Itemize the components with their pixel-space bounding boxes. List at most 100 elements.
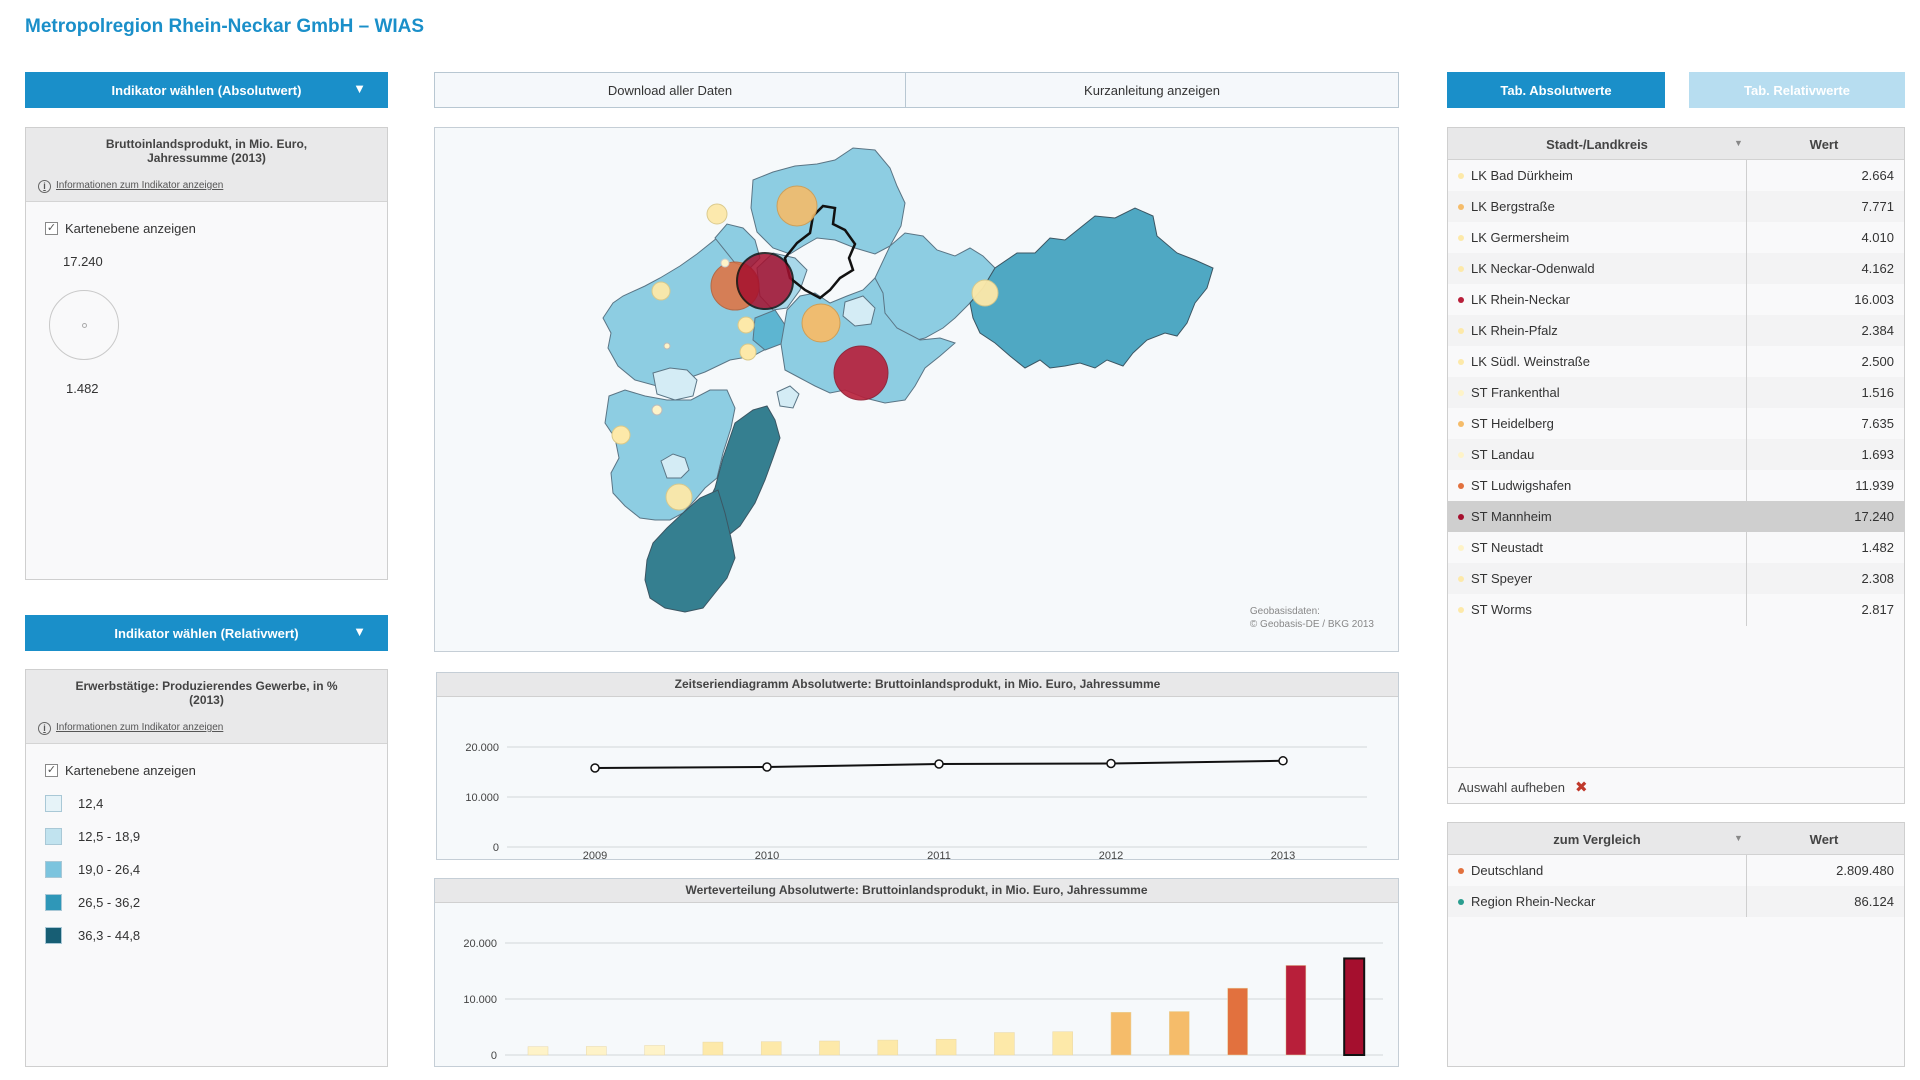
line-chart-point[interactable] — [590, 763, 600, 773]
table-row[interactable]: LK Bergstraße 7.771 — [1448, 191, 1904, 222]
table-row[interactable]: ST Speyer 2.308 — [1448, 563, 1904, 594]
indicator-rel-info-link[interactable]: i Informationen zum Indikator anzeigen — [38, 721, 223, 735]
line-chart-point[interactable] — [1106, 758, 1116, 769]
line-chart-point[interactable] — [934, 759, 944, 769]
map-district-bergstrasse — [750, 147, 906, 255]
bar-chart-bar[interactable] — [644, 1045, 665, 1056]
column-header-value[interactable]: Wert — [1809, 137, 1839, 152]
compare-header-value[interactable]: Wert — [1809, 832, 1839, 847]
bar-chart-bar[interactable] — [1110, 1011, 1132, 1056]
row-name: ST Worms — [1471, 602, 1532, 617]
indicator-abs-info-link[interactable]: i Informationen zum Indikator anzeigen — [38, 179, 223, 193]
row-value: 11.939 — [1855, 478, 1894, 493]
color-bullet-icon — [1458, 868, 1464, 874]
bar-chart-bar[interactable] — [527, 1046, 549, 1056]
layer-toggle-rel[interactable]: ✓ Kartenebene anzeigen — [45, 763, 196, 778]
bar-chart-bar[interactable] — [760, 1041, 782, 1056]
compare-body: Deutschland 2.809.480 Region Rhein-Neckar 8… — [1448, 855, 1904, 917]
legend-swatch — [45, 795, 62, 812]
row-name: LK Rhein-Neckar — [1471, 292, 1570, 307]
table-row[interactable]: ST Worms 2.817 — [1448, 594, 1904, 625]
distribution-chart-title: Werteverteilung Absolutwerte: Bruttoinla… — [435, 879, 1398, 903]
tab-relative[interactable]: Tab. Relativwerte — [1689, 72, 1905, 108]
map-district-landau — [660, 453, 690, 479]
bar-chart-bar[interactable] — [877, 1039, 899, 1056]
table-row[interactable]: LK Rhein-Neckar 16.003 — [1448, 284, 1904, 315]
distribution-chart-panel: Werteverteilung Absolutwerte: Bruttoinla… — [434, 878, 1399, 1067]
color-bullet-icon — [1458, 514, 1464, 520]
timeseries-chart[interactable]: 20.000 10.000 0 2009 2010 2011 2012 2013 — [437, 697, 1398, 862]
tab-absolute[interactable]: Tab. Absolutwerte — [1447, 72, 1665, 108]
table-row[interactable]: LK Bad Dürkheim 2.664 — [1448, 160, 1904, 191]
close-icon: ✖ — [1574, 779, 1588, 796]
bar-chart-bar[interactable] — [819, 1040, 840, 1056]
bar-chart-bar[interactable] — [1227, 987, 1248, 1056]
table-row[interactable]: ST Heidelberg 7.635 — [1448, 408, 1904, 439]
bar-chart-bar[interactable] — [1052, 1031, 1073, 1056]
legend-class-label: 19,0 - 26,4 — [78, 862, 141, 877]
row-name: LK Neckar-Odenwald — [1471, 261, 1595, 276]
compare-header-name[interactable]: zum Vergleich — [1553, 832, 1641, 847]
legend-class-label: 12,4 — [78, 796, 104, 811]
table-row[interactable]: ST Ludwigshafen 11.939 — [1448, 470, 1904, 501]
table-row[interactable]: ST Frankenthal 1.516 — [1448, 377, 1904, 408]
guide-button[interactable]: Kurzanleitung anzeigen — [905, 72, 1399, 108]
layer-toggle-abs[interactable]: ✓ Kartenebene anzeigen — [45, 221, 196, 236]
indicator-rel-button[interactable]: Indikator wählen (Relativwert) ▼ — [25, 615, 388, 651]
row-value: 2.308 — [1861, 571, 1894, 586]
values-table: Stadt-/Landkreis ▼ Wert LK Bad Dürkheim 2… — [1447, 127, 1905, 804]
sort-caret-icon[interactable]: ▼ — [1734, 138, 1743, 148]
compare-row[interactable]: Deutschland 2.809.480 — [1448, 855, 1904, 886]
bar-chart-bar[interactable] — [994, 1032, 1015, 1056]
bar-chart-bar[interactable] — [1343, 957, 1366, 1056]
map-view[interactable]: Geobasisdaten: © Geobasis-DE / BKG 2013 — [434, 127, 1399, 652]
checkbox-checked-icon: ✓ — [45, 222, 58, 235]
row-name: ST Frankenthal — [1471, 385, 1560, 400]
table-row[interactable]: ST Landau 1.693 — [1448, 439, 1904, 470]
color-bullet-icon — [1458, 235, 1464, 241]
table-row[interactable]: ST Neustadt 1.482 — [1448, 532, 1904, 563]
line-chart-point[interactable] — [762, 762, 772, 772]
bar-chart-bar[interactable] — [586, 1046, 607, 1056]
deselect-button[interactable]: Auswahl aufheben ✖ — [1458, 778, 1588, 796]
bar-chart-bar[interactable] — [1169, 1011, 1190, 1056]
legend-class: 26,5 - 36,2 — [45, 894, 140, 911]
layer-toggle-label: Kartenebene anzeigen — [65, 221, 196, 236]
color-bullet-icon — [1458, 483, 1464, 489]
map-symbol-frankenthal — [720, 258, 730, 268]
line-chart-y-tick-label: 10.000 — [465, 792, 499, 804]
info-icon: i — [38, 721, 51, 735]
download-button-label: Download aller Daten — [607, 82, 733, 98]
column-header-name[interactable]: Stadt-/Landkreis — [1546, 137, 1648, 152]
map-district-heidelberg — [842, 295, 876, 327]
legend-class-label: 12,5 - 18,9 — [78, 829, 141, 844]
line-chart-point[interactable] — [1278, 756, 1288, 766]
distribution-chart[interactable]: 20.000 10.000 0 — [435, 903, 1398, 1066]
bar-chart-y-tick-label: 20.000 — [463, 938, 497, 950]
sort-caret-icon[interactable]: ▼ — [1734, 833, 1743, 843]
bar-chart-bar[interactable] — [935, 1038, 957, 1056]
table-row[interactable]: LK Germersheim 4.010 — [1448, 222, 1904, 253]
table-row[interactable]: LK Neckar-Odenwald 4.162 — [1448, 253, 1904, 284]
bar-chart-bar[interactable] — [1285, 965, 1307, 1056]
row-value: 2.384 — [1861, 323, 1894, 338]
row-name: ST Ludwigshafen — [1471, 478, 1572, 493]
table-row[interactable]: ST Mannheim 17.240 — [1448, 501, 1904, 532]
indicator-abs-panel: Bruttoinlandsprodukt, in Mio. Euro, Jahr… — [25, 127, 388, 580]
tab-absolute-label: Tab. Absolutwerte — [1500, 82, 1612, 98]
region-map[interactable] — [435, 128, 1398, 651]
table-row[interactable]: LK Südl. Weinstraße 2.500 — [1448, 346, 1904, 377]
legend-class: 19,0 - 26,4 — [45, 861, 140, 878]
row-name: ST Heidelberg — [1471, 416, 1554, 431]
compare-row[interactable]: Region Rhein-Neckar 86.124 — [1448, 886, 1904, 917]
bar-chart-bar[interactable] — [702, 1041, 724, 1056]
color-bullet-icon — [1458, 421, 1464, 427]
timeseries-chart-title: Zeitseriendiagramm Absolutwerte: Bruttoi… — [437, 673, 1398, 697]
table-row[interactable]: LK Rhein-Pfalz 2.384 — [1448, 315, 1904, 346]
download-button[interactable]: Download aller Daten — [434, 72, 906, 108]
line-chart-y-tick-label: 0 — [493, 842, 499, 854]
indicator-abs-button[interactable]: Indikator wählen (Absolutwert) ▼ — [25, 72, 388, 108]
color-bullet-icon — [1458, 576, 1464, 582]
deselect-label: Auswahl aufheben — [1458, 779, 1565, 795]
map-symbol-landau — [651, 404, 663, 416]
